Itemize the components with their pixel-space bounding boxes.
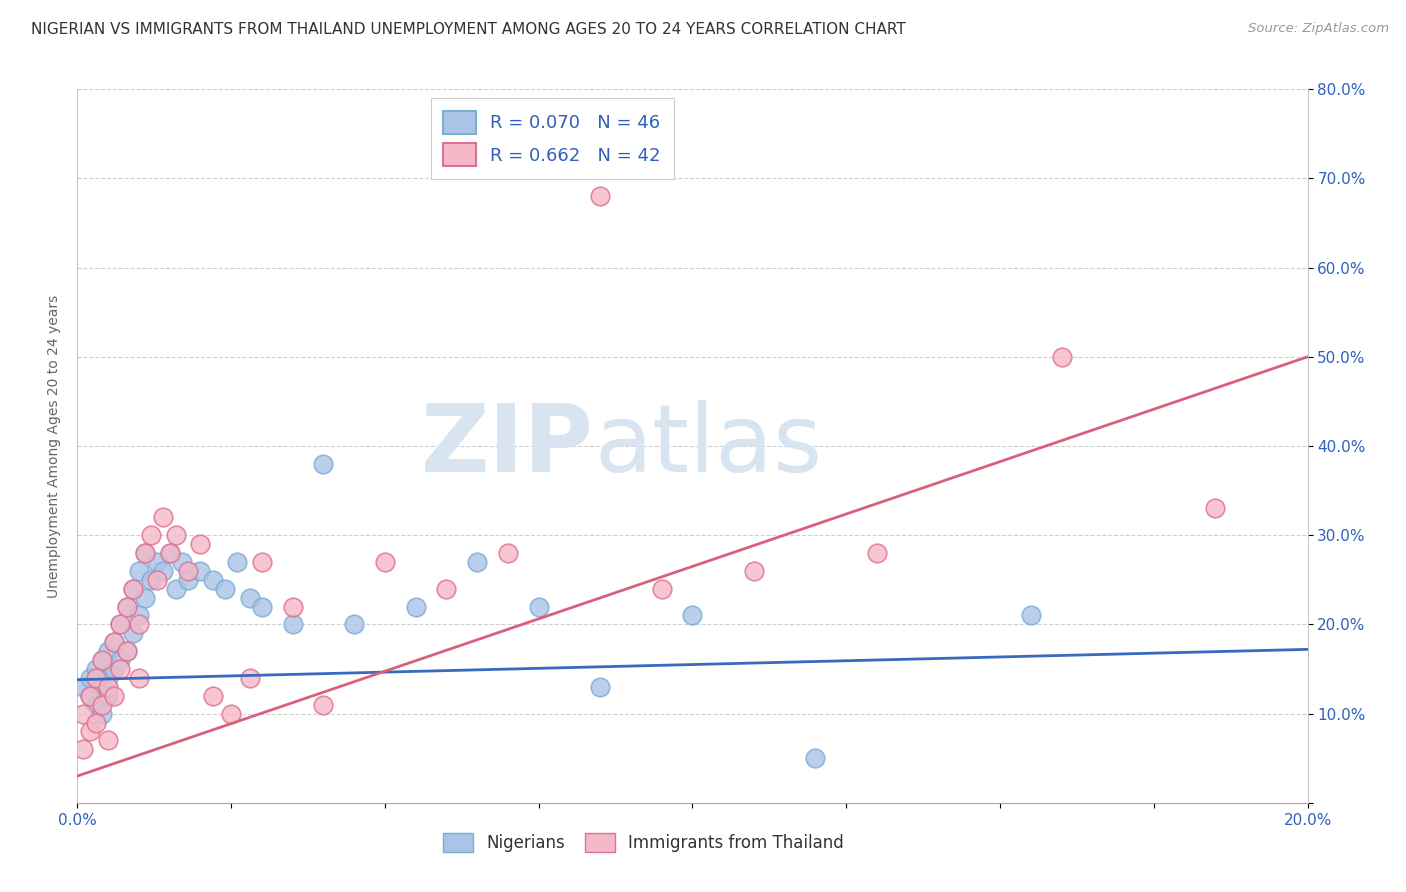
Point	[110, 617, 132, 632]
Point	[188, 537, 212, 551]
Point	[115, 644, 138, 658]
Point	[97, 644, 120, 658]
Point	[343, 617, 366, 632]
Point	[134, 546, 156, 560]
Point	[97, 671, 120, 685]
Point	[804, 751, 827, 765]
Point	[103, 662, 125, 676]
Point	[465, 555, 488, 569]
Point	[226, 555, 249, 569]
Point	[742, 564, 765, 578]
Legend: Nigerians, Immigrants from Thailand: Nigerians, Immigrants from Thailand	[436, 826, 851, 859]
Point	[177, 564, 200, 578]
Point	[97, 689, 120, 703]
Text: NIGERIAN VS IMMIGRANTS FROM THAILAND UNEMPLOYMENT AMONG AGES 20 TO 24 YEARS CORR: NIGERIAN VS IMMIGRANTS FROM THAILAND UNE…	[31, 22, 905, 37]
Point	[121, 626, 143, 640]
Point	[201, 689, 224, 703]
Point	[165, 582, 187, 596]
Point	[405, 599, 427, 614]
Point	[134, 591, 156, 605]
Point	[214, 582, 236, 596]
Point	[281, 617, 304, 632]
Point	[103, 689, 125, 703]
Point	[110, 617, 132, 632]
Point	[90, 706, 114, 721]
Point	[115, 644, 138, 658]
Point	[651, 582, 673, 596]
Point	[589, 680, 612, 694]
Point	[250, 599, 273, 614]
Point	[72, 680, 94, 694]
Point	[159, 546, 181, 560]
Point	[79, 689, 101, 703]
Text: atlas: atlas	[595, 400, 823, 492]
Point	[250, 555, 273, 569]
Point	[128, 564, 150, 578]
Text: Source: ZipAtlas.com: Source: ZipAtlas.com	[1249, 22, 1389, 36]
Point	[90, 698, 114, 712]
Point	[281, 599, 304, 614]
Point	[90, 653, 114, 667]
Point	[170, 555, 193, 569]
Point	[239, 591, 262, 605]
Point	[527, 599, 550, 614]
Point	[201, 573, 224, 587]
Point	[84, 698, 107, 712]
Point	[177, 573, 200, 587]
Point	[121, 582, 143, 596]
Point	[1019, 608, 1042, 623]
Point	[1204, 501, 1226, 516]
Point	[374, 555, 396, 569]
Point	[146, 555, 169, 569]
Point	[682, 608, 704, 623]
Point	[866, 546, 889, 560]
Point	[90, 653, 114, 667]
Point	[128, 617, 150, 632]
Text: ZIP: ZIP	[422, 400, 595, 492]
Point	[79, 724, 101, 739]
Point	[239, 671, 262, 685]
Point	[79, 689, 101, 703]
Point	[72, 706, 94, 721]
Point	[165, 528, 187, 542]
Point	[115, 599, 138, 614]
Point	[152, 564, 174, 578]
Point	[496, 546, 519, 560]
Point	[121, 582, 143, 596]
Point	[141, 573, 163, 587]
Point	[312, 457, 335, 471]
Point	[141, 528, 163, 542]
Point	[84, 715, 107, 730]
Point	[128, 608, 150, 623]
Point	[436, 582, 458, 596]
Point	[110, 653, 132, 667]
Point	[84, 662, 107, 676]
Point	[1050, 350, 1073, 364]
Point	[110, 662, 132, 676]
Point	[72, 742, 94, 756]
Point	[115, 599, 138, 614]
Point	[146, 573, 169, 587]
Point	[84, 671, 107, 685]
Point	[219, 706, 242, 721]
Point	[97, 680, 120, 694]
Point	[103, 635, 125, 649]
Point	[90, 680, 114, 694]
Y-axis label: Unemployment Among Ages 20 to 24 years: Unemployment Among Ages 20 to 24 years	[46, 294, 60, 598]
Point	[188, 564, 212, 578]
Point	[128, 671, 150, 685]
Point	[103, 635, 125, 649]
Point	[589, 189, 612, 203]
Point	[97, 733, 120, 747]
Point	[79, 671, 101, 685]
Point	[134, 546, 156, 560]
Point	[152, 510, 174, 524]
Point	[159, 546, 181, 560]
Point	[312, 698, 335, 712]
